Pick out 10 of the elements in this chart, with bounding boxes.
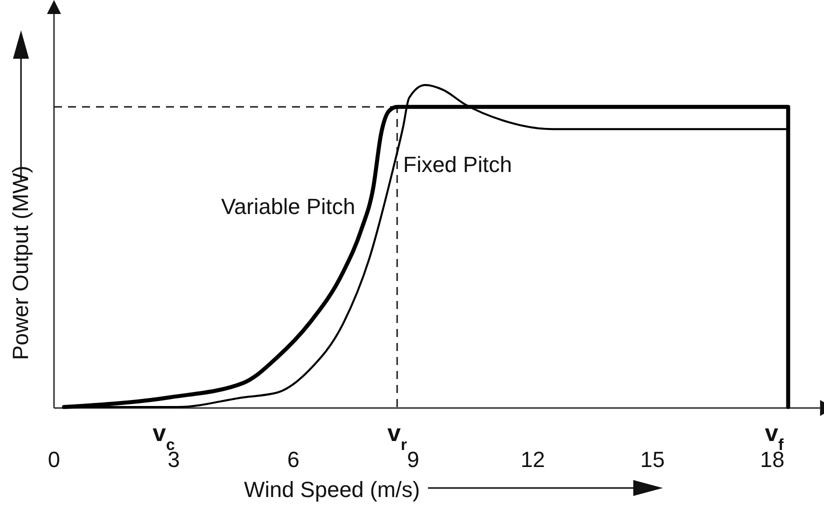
x-tick-label: 6	[287, 446, 300, 472]
ref-line-label: v$_{r}$	[387, 420, 407, 454]
x-axis-title: Wind Speed (m/s)	[244, 477, 420, 502]
x-tick-label: 9	[406, 446, 420, 472]
x-tick-label: 12	[520, 446, 546, 472]
y-axis-title: Power Output (MW)	[8, 166, 33, 360]
x-tick-label: 15	[640, 446, 665, 472]
series-label: Variable Pitch	[221, 194, 356, 219]
series-label: Fixed Pitch	[403, 152, 512, 177]
x-tick-label: 0	[48, 446, 60, 472]
